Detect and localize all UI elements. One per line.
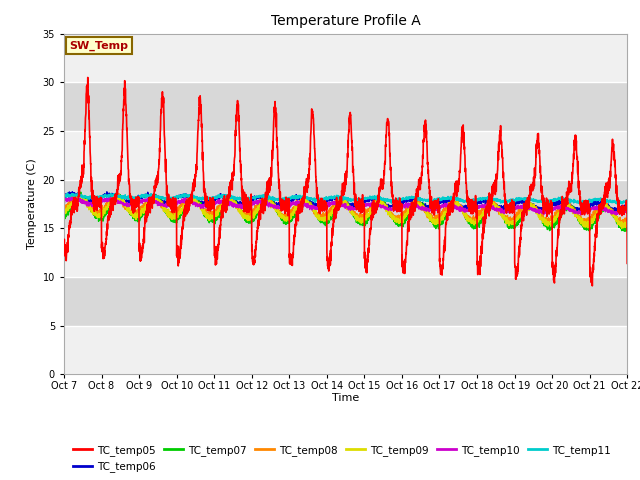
TC_temp08 <box>401 214 408 219</box>
TC_temp11 <box>570 196 578 202</box>
TC_temp11 <box>218 193 225 199</box>
Bar <box>64 34 627 82</box>
TC_temp06 <box>218 193 225 199</box>
TC_temp10 <box>218 198 225 204</box>
TC_temp07 <box>181 204 189 210</box>
X-axis label: Time: Time <box>332 393 359 403</box>
TC_temp07 <box>622 228 630 234</box>
TC_temp10 <box>181 197 189 203</box>
TC_temp08 <box>115 191 123 196</box>
TC_temp06 <box>623 205 631 211</box>
TC_temp07 <box>570 209 578 215</box>
Bar <box>64 82 627 131</box>
Line: TC_temp10: TC_temp10 <box>64 197 627 215</box>
TC_temp07 <box>218 208 225 214</box>
TC_temp09 <box>72 192 80 198</box>
TC_temp10 <box>623 206 631 212</box>
TC_temp08 <box>181 200 189 206</box>
TC_temp07 <box>77 189 84 195</box>
TC_temp06 <box>181 194 189 200</box>
TC_temp10 <box>401 204 408 210</box>
TC_temp06 <box>570 205 578 211</box>
TC_temp10 <box>570 209 578 215</box>
TC_temp06 <box>623 204 631 209</box>
Bar <box>64 180 627 228</box>
TC_temp07 <box>623 225 631 231</box>
TC_temp09 <box>623 222 631 228</box>
TC_temp11 <box>411 195 419 201</box>
TC_temp06 <box>609 209 617 215</box>
TC_temp11 <box>401 196 408 202</box>
Line: TC_temp09: TC_temp09 <box>64 195 627 228</box>
TC_temp09 <box>60 211 68 216</box>
TC_temp05 <box>181 210 189 216</box>
TC_temp09 <box>401 216 408 221</box>
Line: TC_temp05: TC_temp05 <box>64 77 627 286</box>
TC_temp08 <box>623 215 631 221</box>
TC_temp11 <box>613 201 621 207</box>
TC_temp08 <box>60 208 68 214</box>
TC_temp09 <box>411 202 419 207</box>
TC_temp11 <box>60 193 68 199</box>
TC_temp06 <box>401 198 408 204</box>
TC_temp05 <box>84 74 92 80</box>
Line: TC_temp08: TC_temp08 <box>64 193 627 225</box>
TC_temp06 <box>60 190 68 195</box>
Bar <box>64 326 627 374</box>
TC_temp05 <box>218 207 225 213</box>
TC_temp08 <box>411 202 419 207</box>
TC_temp06 <box>103 189 111 195</box>
TC_temp09 <box>181 203 189 208</box>
TC_temp08 <box>623 217 631 223</box>
Bar <box>64 131 627 180</box>
TC_temp05 <box>623 261 631 266</box>
TC_temp11 <box>623 197 631 203</box>
TC_temp10 <box>577 212 585 218</box>
TC_temp10 <box>623 208 631 214</box>
TC_temp09 <box>218 202 225 207</box>
Text: SW_Temp: SW_Temp <box>70 40 129 51</box>
TC_temp08 <box>618 222 626 228</box>
Y-axis label: Temperature (C): Temperature (C) <box>27 158 37 250</box>
TC_temp10 <box>67 194 75 200</box>
TC_temp05 <box>623 202 631 208</box>
TC_temp05 <box>411 202 419 207</box>
Line: TC_temp06: TC_temp06 <box>64 192 627 212</box>
TC_temp09 <box>618 226 625 231</box>
Line: TC_temp07: TC_temp07 <box>64 192 627 231</box>
TC_temp09 <box>570 206 578 212</box>
TC_temp05 <box>588 283 596 289</box>
TC_temp10 <box>60 198 68 204</box>
TC_temp07 <box>401 221 408 227</box>
Bar <box>64 228 627 277</box>
Legend: TC_temp05, TC_temp06, TC_temp07, TC_temp08, TC_temp09, TC_temp10, TC_temp11: TC_temp05, TC_temp06, TC_temp07, TC_temp… <box>69 441 615 476</box>
TC_temp08 <box>218 200 225 206</box>
TC_temp10 <box>411 203 419 208</box>
TC_temp09 <box>623 221 631 227</box>
TC_temp06 <box>411 200 419 205</box>
TC_temp07 <box>60 216 68 222</box>
Line: TC_temp11: TC_temp11 <box>64 193 627 204</box>
TC_temp05 <box>60 239 68 245</box>
TC_temp11 <box>623 198 631 204</box>
Bar <box>64 277 627 326</box>
TC_temp11 <box>63 190 71 196</box>
TC_temp05 <box>570 156 578 162</box>
TC_temp07 <box>623 227 631 232</box>
TC_temp11 <box>181 191 189 197</box>
TC_temp05 <box>401 271 408 276</box>
TC_temp07 <box>411 203 419 208</box>
Title: Temperature Profile A: Temperature Profile A <box>271 14 420 28</box>
TC_temp08 <box>570 211 578 216</box>
